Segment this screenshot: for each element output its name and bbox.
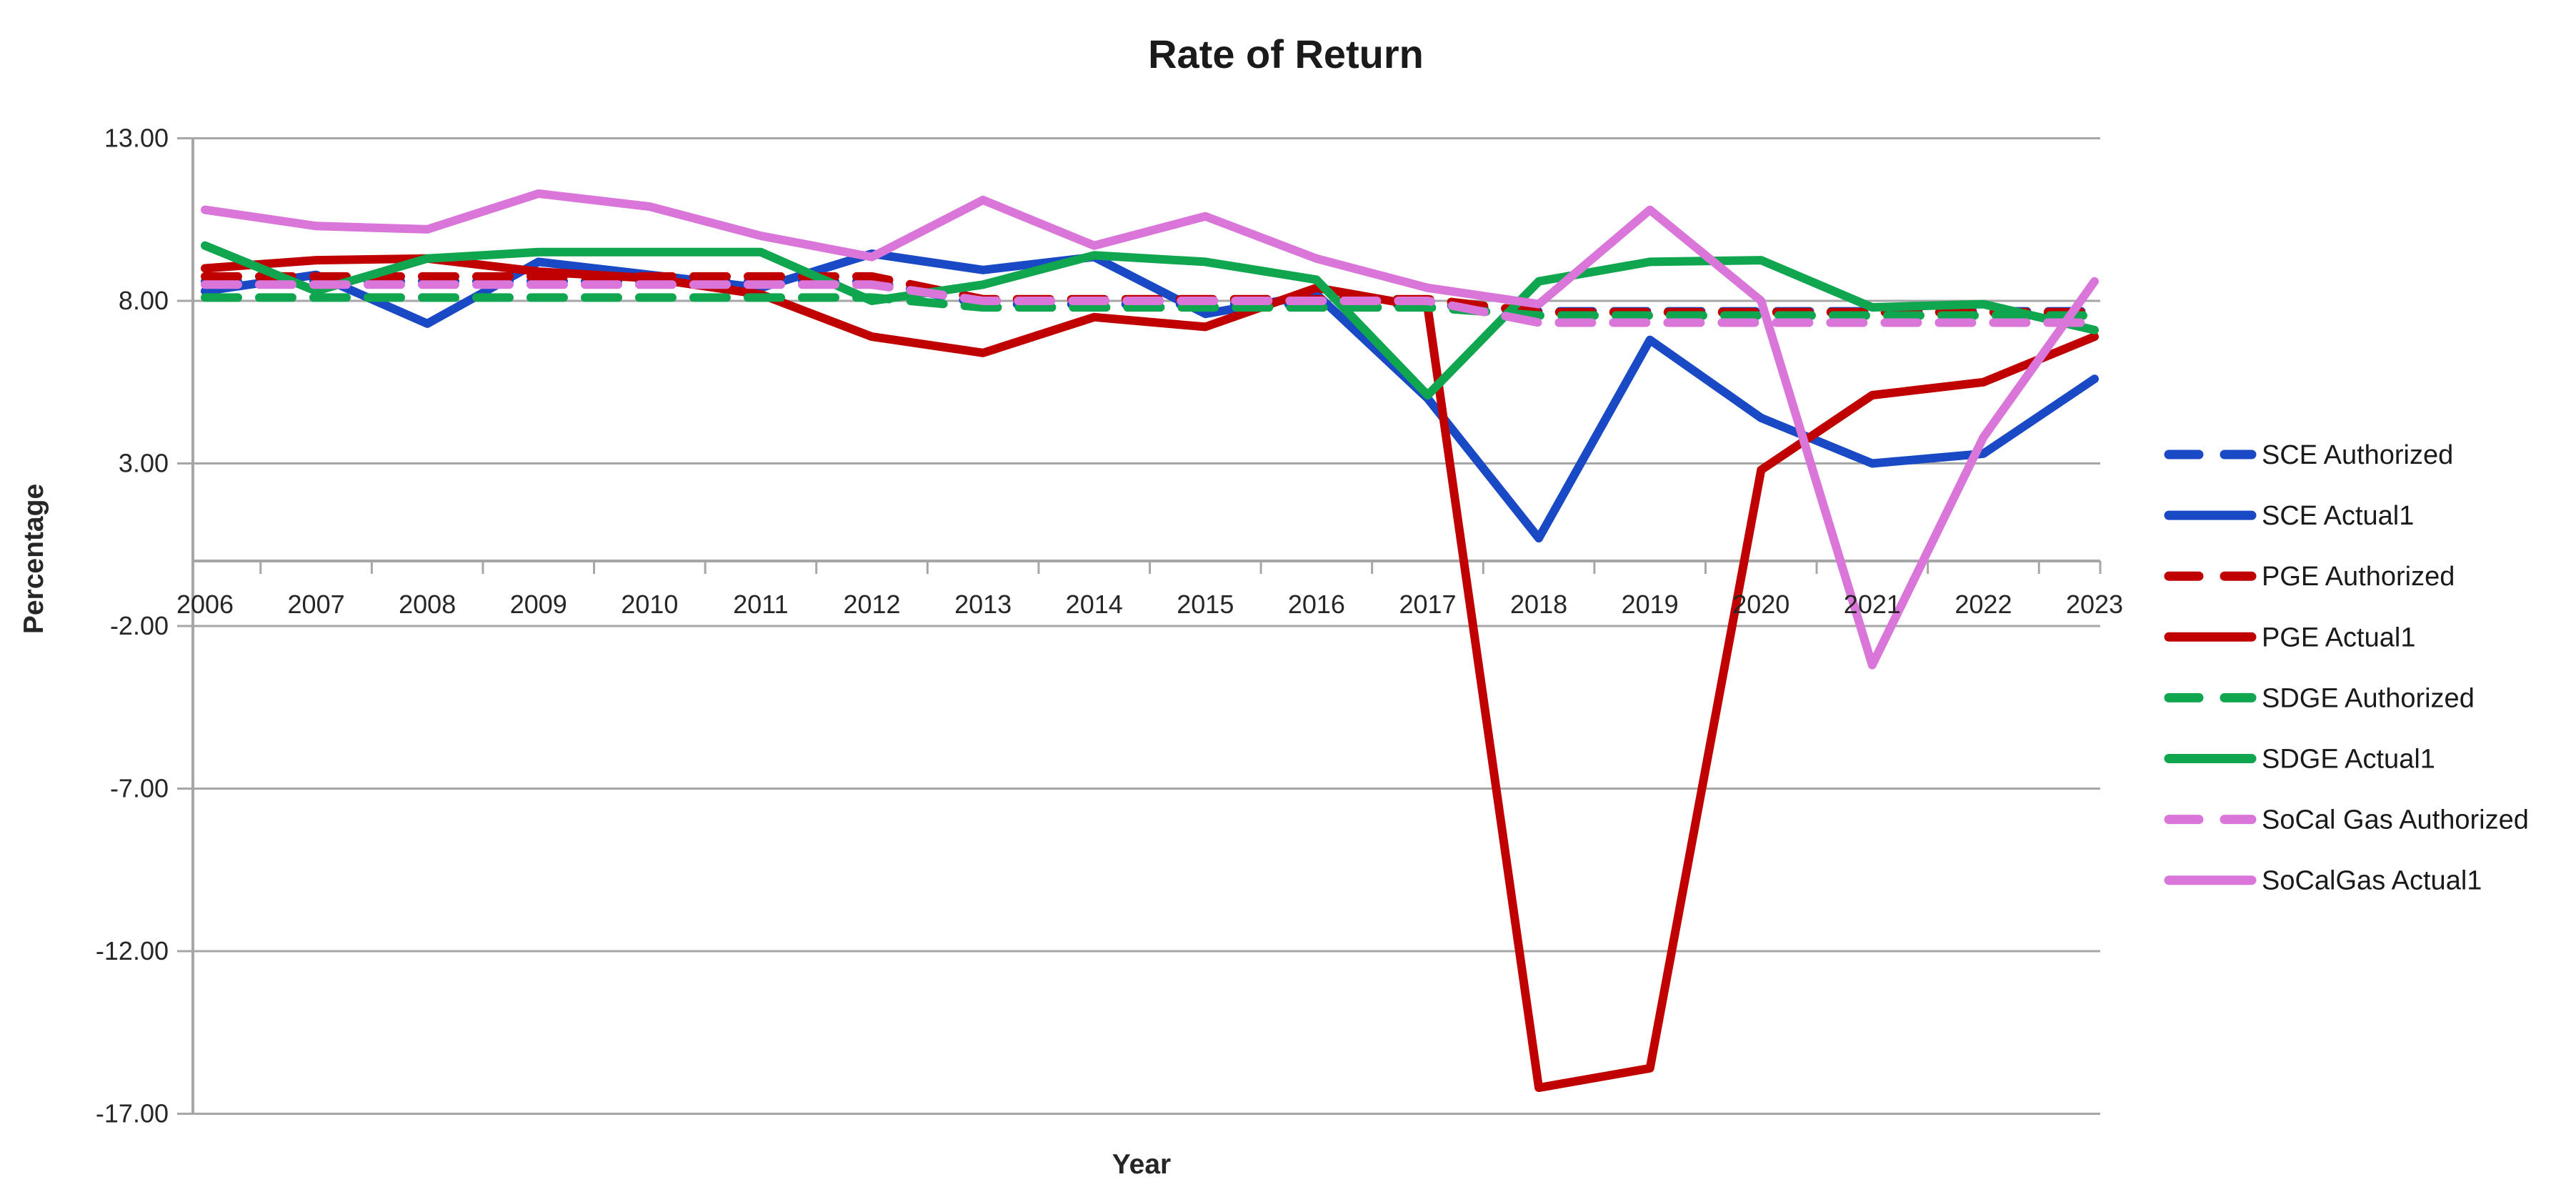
x-tick-label: 2015 (1177, 590, 1234, 619)
x-tick-label: 2021 (1844, 590, 1901, 619)
x-tick-label: 2007 (288, 590, 345, 619)
x-tick-label: 2017 (1399, 590, 1456, 619)
legend-label-sce-authorized: SCE Authorized (2262, 440, 2453, 470)
legend-label-socalgas-actual1: SoCalGas Actual1 (2262, 866, 2482, 896)
x-tick-label: 2014 (1066, 590, 1123, 619)
series-lines (201, 189, 2099, 1093)
x-axis-label: Year (1112, 1149, 1171, 1180)
y-tick-label: 8.00 (119, 286, 169, 315)
axes (191, 138, 2102, 1114)
x-tick-label: 2009 (510, 590, 567, 619)
legend-label-socal-gas-authorized: SoCal Gas Authorized (2262, 805, 2529, 835)
legend-label-sdge-authorized: SDGE Authorized (2262, 683, 2475, 713)
x-tick-label: 2016 (1288, 590, 1345, 619)
legend-item-sce-authorized[interactable]: SCE Authorized (2164, 440, 2453, 470)
x-tick-label: 2010 (621, 590, 678, 619)
legend-item-socalgas-actual1[interactable]: SoCalGas Actual1 (2164, 866, 2482, 896)
x-tick-label: 2008 (399, 590, 456, 619)
x-tick-label: 2006 (176, 590, 234, 619)
y-tick-label: -2.00 (110, 611, 169, 640)
y-tick-label: -7.00 (110, 774, 169, 803)
x-tick-label: 2012 (843, 590, 900, 619)
series-line-sdge-actual1[interactable] (201, 241, 2099, 399)
y-axis-label: Percentage (19, 484, 49, 634)
series-line-socalgas-actual1[interactable] (201, 189, 2099, 670)
legend-item-pge-authorized[interactable]: PGE Authorized (2164, 562, 2455, 592)
legend-item-pge-actual1[interactable]: PGE Actual1 (2164, 622, 2415, 652)
y-tick-label: 13.00 (104, 124, 169, 153)
legend-item-socal-gas-authorized[interactable]: SoCal Gas Authorized (2164, 805, 2529, 835)
x-tick-label: 2023 (2066, 590, 2123, 619)
x-tick-label: 2020 (1732, 590, 1789, 619)
axis-tick-labels: 13.00 8.00 3.00 -2.00 -7.00 -12.00 -17.00 2006 2… (96, 124, 2123, 1128)
series-line-sdge-authorized[interactable] (201, 293, 2099, 320)
legend-label-pge-actual1: PGE Actual1 (2262, 622, 2415, 652)
legend-label-sdge-actual1: SDGE Actual1 (2262, 745, 2435, 775)
series-line-socal-gas-authorized[interactable] (201, 280, 2099, 327)
legend-label-sce-actual1: SCE Actual1 (2262, 501, 2414, 531)
legend-item-sce-actual1[interactable]: SCE Actual1 (2164, 501, 2414, 531)
x-tick-label: 2013 (954, 590, 1012, 619)
x-tick-label: 2018 (1510, 590, 1567, 619)
y-tick-label: -17.00 (96, 1099, 169, 1128)
legend-item-sdge-actual1[interactable]: SDGE Actual1 (2164, 745, 2435, 775)
y-tick-label: -12.00 (96, 936, 169, 965)
x-tick-label: 2019 (1622, 590, 1679, 619)
series-line-pge-actual1[interactable] (201, 254, 2099, 1093)
x-tick-label: 2022 (1955, 590, 2012, 619)
x-tick-label: 2011 (733, 590, 788, 619)
legend-item-sdge-authorized[interactable]: SDGE Authorized (2164, 683, 2475, 713)
legend-label-pge-authorized: PGE Authorized (2262, 562, 2455, 592)
chart-title: Rate of Return (1148, 31, 1424, 76)
y-tick-label: 3.00 (119, 449, 169, 478)
legend: SCE Authorized SCE Actual1 PGE Authorized P… (2164, 440, 2529, 896)
